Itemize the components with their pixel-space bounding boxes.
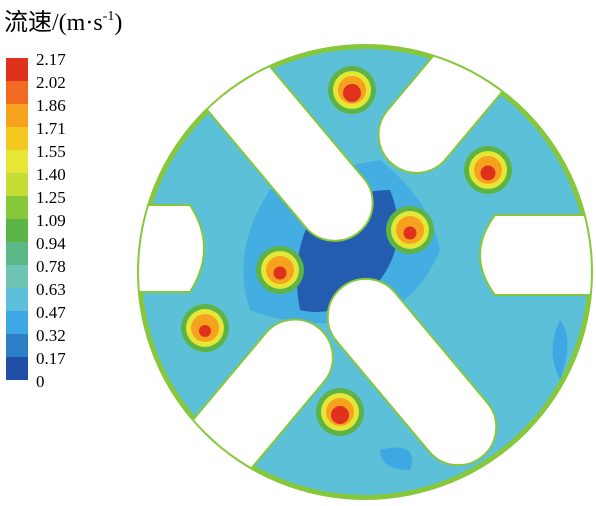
colorbar-label: 0.78	[36, 257, 66, 276]
hot-spot-core	[273, 266, 287, 280]
colorbar-label: 0.32	[36, 326, 66, 345]
colorbar-label: 1.25	[36, 188, 66, 207]
colorbar-swatch	[6, 242, 28, 265]
colorbar-swatch	[6, 58, 28, 81]
colorbar-label: 1.55	[36, 142, 66, 161]
colorbar-label: 2.17	[36, 50, 66, 69]
colorbar-label: 0.47	[36, 303, 66, 322]
colorbar-swatch	[6, 196, 28, 219]
hot-spot-core	[403, 226, 417, 240]
hot-spots	[181, 66, 512, 436]
colorbar-swatch	[6, 104, 28, 127]
colorbar-swatch	[6, 127, 28, 150]
title-text: 流速/(m·s	[4, 9, 103, 36]
colorbar-label: 0.17	[36, 349, 66, 368]
hot-spot-core	[199, 325, 211, 337]
colorbar-label: 2.02	[36, 73, 66, 92]
colorbar-label: 0.63	[36, 280, 66, 299]
colorbar: 2.17 2.02 1.86 1.71 1.55 1.40 1.25 1.09 0.94 0.78…	[6, 50, 66, 391]
title-end: )	[114, 10, 122, 36]
colorbar-swatch	[6, 288, 28, 311]
colorbar-swatch	[6, 357, 28, 380]
hot-spot-core	[480, 165, 496, 181]
colorbar-swatch	[6, 334, 28, 357]
colorbar-label: 1.09	[36, 211, 66, 230]
colorbar-label: 1.86	[36, 96, 66, 115]
colorbar-title: 流速/(m·s-1)	[4, 9, 122, 36]
colorbar-label: 0	[36, 372, 45, 391]
colorbar-label: 1.40	[36, 165, 66, 184]
colorbar-swatch	[6, 150, 28, 173]
colorbar-label: 1.71	[36, 119, 66, 138]
hot-spot-core	[343, 84, 361, 102]
colorbar-swatch	[6, 265, 28, 288]
velocity-contour	[137, 44, 593, 500]
colorbar-swatch	[6, 219, 28, 242]
title-sup: -1	[103, 9, 115, 24]
hot-spot-core	[331, 406, 349, 424]
colorbar-swatch	[6, 173, 28, 196]
colorbar-swatch	[6, 311, 28, 334]
colorbar-label: 0.94	[36, 234, 66, 253]
colorbar-swatch	[6, 81, 28, 104]
